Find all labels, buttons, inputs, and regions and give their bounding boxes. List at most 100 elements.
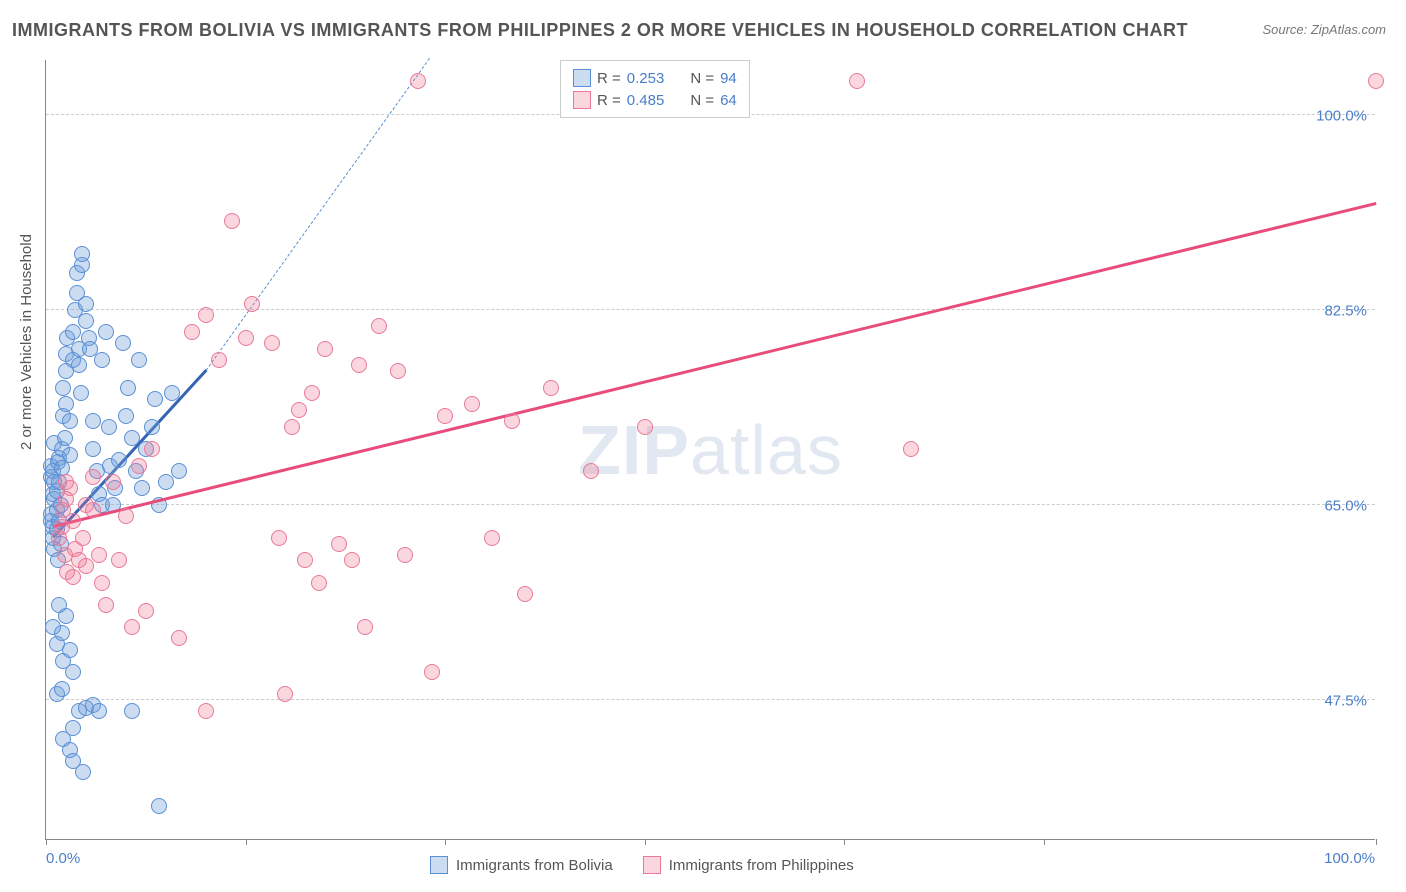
data-point xyxy=(317,341,333,357)
data-point xyxy=(57,430,73,446)
stat-r-label: R = xyxy=(597,70,621,87)
legend-row-philippines: R = 0.485N = 64 xyxy=(573,89,737,111)
legend-label: Immigrants from Philippines xyxy=(669,857,854,874)
data-point xyxy=(85,413,101,429)
gridline xyxy=(46,699,1375,700)
data-point xyxy=(410,73,426,89)
data-point xyxy=(78,296,94,312)
data-point xyxy=(543,380,559,396)
data-point xyxy=(75,530,91,546)
data-point xyxy=(264,335,280,351)
stats-legend: R = 0.253N = 94R = 0.485N = 64 xyxy=(560,60,750,118)
x-tick xyxy=(246,839,247,845)
data-point xyxy=(62,447,78,463)
data-point xyxy=(211,352,227,368)
data-point xyxy=(58,608,74,624)
y-tick-label: 47.5% xyxy=(1324,692,1367,709)
data-point xyxy=(55,380,71,396)
data-point xyxy=(331,536,347,552)
legend-label: Immigrants from Bolivia xyxy=(456,857,613,874)
y-tick-label: 82.5% xyxy=(1324,302,1367,319)
data-point xyxy=(65,324,81,340)
data-point xyxy=(224,213,240,229)
data-point xyxy=(144,441,160,457)
data-point xyxy=(171,630,187,646)
data-point xyxy=(198,307,214,323)
x-axis-label-left: 0.0% xyxy=(46,850,80,867)
data-point xyxy=(397,547,413,563)
legend-swatch xyxy=(573,91,591,109)
data-point xyxy=(371,318,387,334)
data-point xyxy=(65,513,81,529)
data-point xyxy=(277,686,293,702)
x-tick xyxy=(844,839,845,845)
data-point xyxy=(357,619,373,635)
chart-title: IMMIGRANTS FROM BOLIVIA VS IMMIGRANTS FR… xyxy=(12,20,1188,41)
legend-swatch xyxy=(573,69,591,87)
trend-dash-bolivia xyxy=(205,58,429,371)
data-point xyxy=(424,664,440,680)
data-point xyxy=(58,396,74,412)
y-tick-label: 100.0% xyxy=(1316,107,1367,124)
data-point xyxy=(1368,73,1384,89)
data-point xyxy=(91,547,107,563)
data-point xyxy=(118,408,134,424)
data-point xyxy=(98,597,114,613)
series-legend: Immigrants from Bolivia Immigrants from P… xyxy=(430,856,854,874)
data-point xyxy=(637,419,653,435)
data-point xyxy=(85,441,101,457)
data-point xyxy=(62,413,78,429)
data-point xyxy=(62,480,78,496)
data-point xyxy=(171,463,187,479)
data-point xyxy=(351,357,367,373)
data-point xyxy=(238,330,254,346)
data-point xyxy=(583,463,599,479)
data-point xyxy=(284,419,300,435)
stat-n-label: N = xyxy=(690,70,714,87)
data-point xyxy=(78,313,94,329)
data-point xyxy=(118,508,134,524)
data-point xyxy=(124,703,140,719)
data-point xyxy=(85,502,101,518)
legend-row-bolivia: R = 0.253N = 94 xyxy=(573,67,737,89)
bottom-legend-item: Immigrants from Philippines xyxy=(643,856,854,874)
y-tick-label: 65.0% xyxy=(1324,497,1367,514)
data-point xyxy=(144,419,160,435)
trend-line-philippines xyxy=(52,201,1376,527)
data-point xyxy=(244,296,260,312)
data-point xyxy=(111,452,127,468)
y-axis-title: 2 or more Vehicles in Household xyxy=(18,234,35,450)
x-tick xyxy=(645,839,646,845)
data-point xyxy=(131,352,147,368)
data-point xyxy=(291,402,307,418)
data-point xyxy=(437,408,453,424)
data-point xyxy=(78,558,94,574)
stat-n-value: 94 xyxy=(720,70,737,87)
data-point xyxy=(65,664,81,680)
data-point xyxy=(464,396,480,412)
data-point xyxy=(198,703,214,719)
gridline xyxy=(46,504,1375,505)
stat-n-label: N = xyxy=(690,92,714,109)
data-point xyxy=(903,441,919,457)
data-point xyxy=(311,575,327,591)
data-point xyxy=(65,569,81,585)
x-tick xyxy=(1044,839,1045,845)
legend-swatch xyxy=(430,856,448,874)
data-point xyxy=(74,246,90,262)
data-point xyxy=(158,474,174,490)
data-point xyxy=(151,798,167,814)
watermark: ZIPatlas xyxy=(578,410,843,490)
stat-n-value: 64 xyxy=(720,92,737,109)
data-point xyxy=(54,625,70,641)
data-point xyxy=(111,552,127,568)
data-point xyxy=(164,385,180,401)
data-point xyxy=(134,480,150,496)
data-point xyxy=(131,458,147,474)
data-point xyxy=(75,764,91,780)
data-point xyxy=(390,363,406,379)
data-point xyxy=(101,419,117,435)
data-point xyxy=(105,474,121,490)
data-point xyxy=(147,391,163,407)
data-point xyxy=(115,335,131,351)
